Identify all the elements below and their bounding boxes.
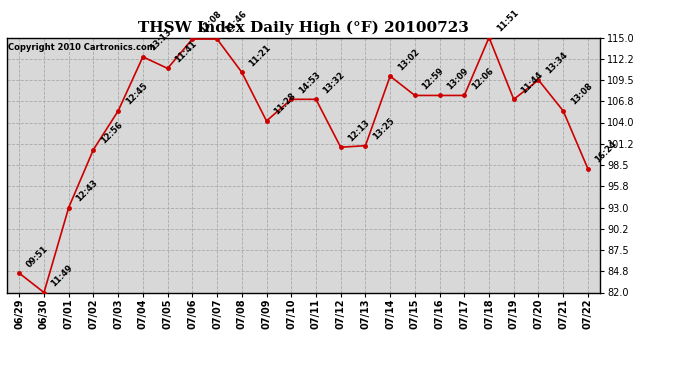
Text: 13:08: 13:08 <box>198 10 223 35</box>
Text: 13:34: 13:34 <box>544 51 569 76</box>
Text: 13:13: 13:13 <box>148 27 174 53</box>
Text: 12:43: 12:43 <box>75 178 99 203</box>
Title: THSW Index Daily High (°F) 20100723: THSW Index Daily High (°F) 20100723 <box>138 21 469 35</box>
Text: 16:24: 16:24 <box>593 140 619 165</box>
Text: 13:02: 13:02 <box>395 47 421 72</box>
Text: 11:44: 11:44 <box>520 70 544 95</box>
Text: 09:51: 09:51 <box>25 244 50 269</box>
Text: 12:13: 12:13 <box>346 118 371 143</box>
Text: 13:08: 13:08 <box>569 82 594 107</box>
Text: 11:41: 11:41 <box>173 39 199 64</box>
Text: 12:59: 12:59 <box>420 66 446 91</box>
Text: 11:51: 11:51 <box>495 8 520 33</box>
Text: 11:46: 11:46 <box>223 9 248 35</box>
Text: 13:25: 13:25 <box>371 116 396 141</box>
Text: 13:32: 13:32 <box>322 70 346 95</box>
Text: 11:28: 11:28 <box>272 92 297 117</box>
Text: 12:56: 12:56 <box>99 120 124 146</box>
Text: 12:45: 12:45 <box>124 81 149 107</box>
Text: 12:06: 12:06 <box>470 66 495 91</box>
Text: 13:09: 13:09 <box>445 66 471 91</box>
Text: 11:21: 11:21 <box>247 43 273 68</box>
Text: 11:49: 11:49 <box>50 263 75 288</box>
Text: Copyright 2010 Cartronics.com: Copyright 2010 Cartronics.com <box>8 43 155 52</box>
Text: 14:53: 14:53 <box>297 70 322 95</box>
